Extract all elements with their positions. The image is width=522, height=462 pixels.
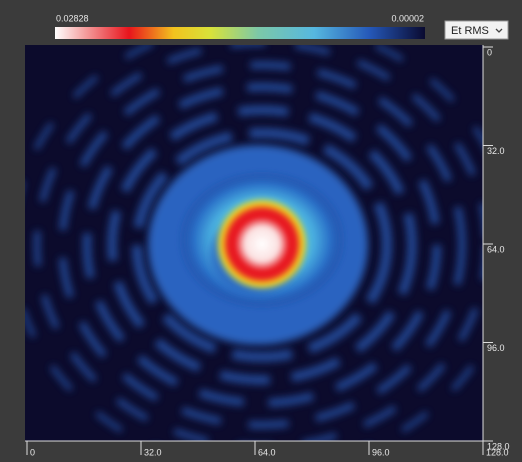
- bottom-tick-label: 32.0: [144, 447, 162, 457]
- right-tick-label: 64.0: [487, 244, 505, 254]
- bottom-tick-label: 64.0: [258, 447, 276, 457]
- bottom-tick-label: 96.0: [372, 447, 390, 457]
- viewer: 0.02828 0.00002 Et RMS 0 32.0 64.0 96.0 128.…: [0, 0, 522, 462]
- right-tick-label: 0: [487, 47, 492, 57]
- right-tick-label: 96.0: [487, 343, 505, 353]
- colorbar-min: 0.00002: [391, 13, 424, 23]
- heatmap: [12, 21, 512, 462]
- dropdown[interactable]: Et RMS: [445, 21, 508, 39]
- bottom-tick-label: 128.0: [486, 447, 509, 457]
- right-tick-label: 32.0: [487, 146, 505, 156]
- colorbar-max: 0.02828: [56, 13, 89, 23]
- bottom-tick-label: 0: [30, 447, 35, 457]
- colorbar: [55, 27, 425, 39]
- dropdown-label[interactable]: Et RMS: [451, 25, 489, 37]
